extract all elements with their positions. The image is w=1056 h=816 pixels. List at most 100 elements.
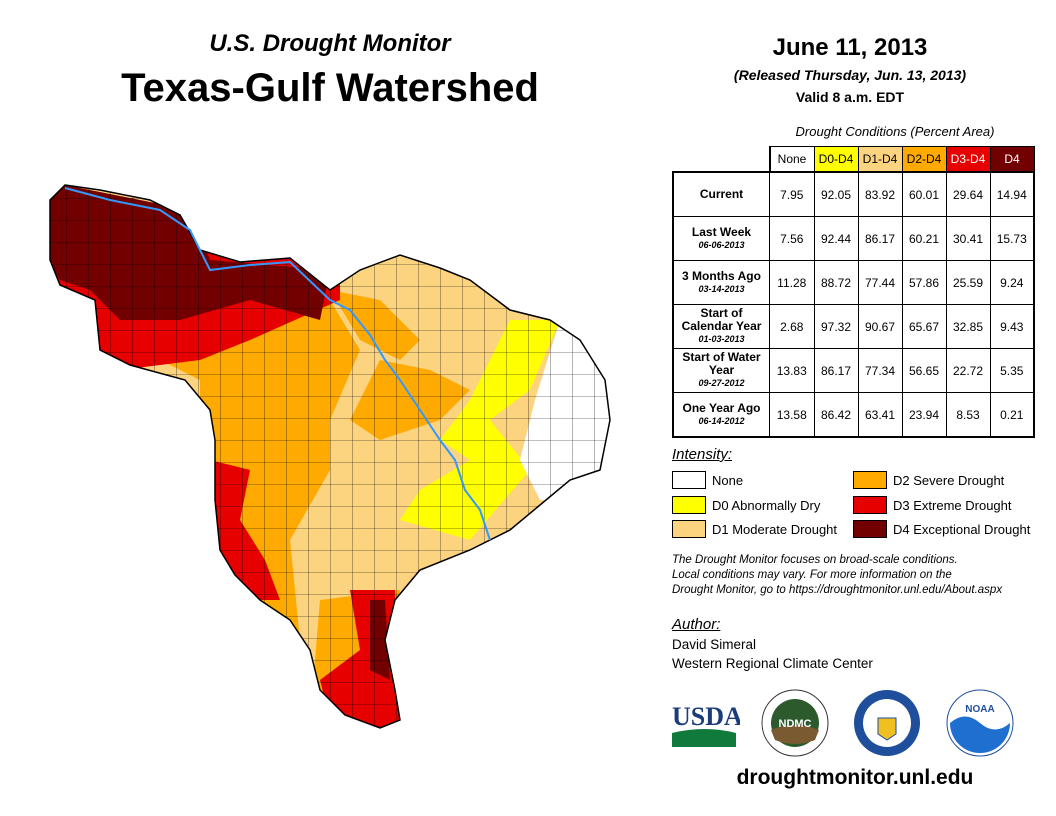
legend-label: None	[712, 472, 744, 488]
disclaimer-note: The Drought Monitor focuses on broad-sca…	[672, 553, 1052, 598]
table-row: Last Week 06-06-2013 7.56 92.44 86.17 60.21 30…	[672, 216, 1035, 261]
col-d1-d4: D1-D4	[857, 146, 903, 173]
website-link[interactable]: droughtmonitor.unl.edu	[736, 766, 974, 789]
row-label-text: Start of Calendar Year	[681, 306, 762, 333]
table-cell: 22.72	[945, 348, 991, 393]
table-cell: 7.95	[769, 171, 815, 217]
row-date: 09-27-2012	[698, 378, 745, 388]
note-line[interactable]: Drought Monitor, go to https://droughtmo…	[672, 584, 1003, 596]
col-d0-d4: D0-D4	[813, 146, 859, 173]
table-cell: 77.34	[857, 348, 903, 393]
table-cell: 86.17	[813, 348, 859, 393]
row-label: One Year Ago 06-14-2012	[672, 392, 770, 438]
table-cell: 65.67	[901, 304, 947, 349]
row-label: Current	[672, 171, 770, 217]
row-label-text: Last Week	[691, 224, 752, 239]
table-cell: 14.94	[989, 171, 1035, 217]
row-label: Start of Calendar Year 01-03-2013	[672, 304, 770, 349]
row-label-text: Start of Water Year	[682, 350, 761, 377]
legend-item-none: None	[672, 471, 743, 489]
col-d4: D4	[989, 146, 1035, 173]
drought-map	[49, 184, 611, 729]
legend-swatch	[853, 520, 887, 538]
legend-swatch	[853, 471, 887, 489]
row-date: 06-14-2012	[698, 415, 745, 426]
row-label: Start of Water Year 09-27-2012	[672, 348, 770, 393]
legend-swatch	[672, 496, 706, 514]
col-d2-d4: D2-D4	[901, 146, 947, 173]
legend-item-d2: D2 Severe Drought	[853, 471, 1004, 489]
drought-conditions-table: None D0-D4 D1-D4 D2-D4 D3-D4 D4 Current 7…	[672, 146, 1035, 438]
legend-label: D4 Exceptional Drought	[893, 521, 1031, 537]
author-name: David Simeral	[672, 637, 757, 652]
river-line	[64, 187, 491, 541]
row-label-text: One Year Ago	[682, 400, 761, 415]
table-cell: 13.58	[769, 392, 815, 438]
table-cell: 63.41	[857, 392, 903, 438]
table-cell: 86.42	[813, 392, 859, 438]
table-cell: 7.56	[769, 216, 815, 261]
legend-item-d0: D0 Abnormally Dry	[672, 496, 820, 514]
legend-label: D3 Extreme Drought	[893, 497, 1012, 513]
table-cell: 9.24	[989, 260, 1035, 305]
row-date: 01-03-2013	[698, 334, 745, 344]
table-row: Start of Water Year 09-27-2012 13.83 86.17 7…	[672, 348, 1035, 393]
valid-time: Valid 8 a.m. EDT	[795, 89, 905, 105]
table-cell: 97.32	[813, 304, 859, 349]
table-cell: 57.86	[901, 260, 947, 305]
table-cell: 0.21	[989, 392, 1035, 438]
table-cell: 5.35	[989, 348, 1035, 393]
table-cell: 56.65	[901, 348, 947, 393]
table-cell: 60.01	[901, 171, 947, 217]
note-line: The Drought Monitor focuses on broad-sca…	[672, 554, 958, 566]
subtitle: U.S. Drought Monitor	[209, 30, 451, 57]
row-label-text: 3 Months Ago	[682, 268, 761, 283]
table-cell: 77.44	[857, 260, 903, 305]
table-cell: 2.68	[769, 304, 815, 349]
table-row: One Year Ago 06-14-2012 13.58 86.42 63.41 23.…	[672, 392, 1035, 438]
row-label-text: Current	[699, 187, 744, 201]
svg-text:NDMC: NDMC	[779, 718, 812, 730]
author-header: Author:	[672, 616, 721, 633]
table-cell: 15.73	[989, 216, 1035, 261]
table-cell: 25.59	[945, 260, 991, 305]
table-cell: 30.41	[945, 216, 991, 261]
table-cell: 9.43	[989, 304, 1035, 349]
ndmc-logo: NDMC	[761, 689, 829, 757]
table-cell: 83.92	[857, 171, 903, 217]
svg-text:USDA: USDA	[672, 702, 740, 731]
table-cell: 88.72	[813, 260, 859, 305]
col-d3-d4: D3-D4	[945, 146, 991, 173]
legend-item-d1: D1 Moderate Drought	[672, 520, 837, 538]
table-cell: 32.85	[945, 304, 991, 349]
row-date: 06-06-2013	[698, 239, 745, 250]
legend-swatch	[853, 496, 887, 514]
col-none: None	[769, 146, 815, 173]
table-row: Start of Calendar Year 01-03-2013 2.68 97.3…	[672, 304, 1035, 349]
legend-title: Intensity:	[672, 446, 733, 463]
legend-label: D2 Severe Drought	[893, 472, 1005, 488]
row-label: Last Week 06-06-2013	[672, 216, 770, 261]
legend-label: D0 Abnormally Dry	[712, 497, 821, 513]
table-cell: 11.28	[769, 260, 815, 305]
table-row: 3 Months Ago 03-14-2013 11.28 88.72 77.44 57.…	[672, 260, 1035, 305]
release-date: (Released Thursday, Jun. 13, 2013)	[733, 67, 967, 83]
commerce-logo	[854, 690, 920, 756]
note-line: Local conditions may vary. For more info…	[672, 569, 952, 581]
table-caption: Drought Conditions (Percent Area)	[795, 124, 995, 139]
map-title: Texas-Gulf Watershed	[121, 66, 539, 110]
table-cell: 8.53	[945, 392, 991, 438]
table-cell: 60.21	[901, 216, 947, 261]
map-date: June 11, 2013	[772, 34, 928, 61]
svg-text:NOAA: NOAA	[965, 704, 994, 715]
legend-swatch	[672, 471, 706, 489]
table-cell: 90.67	[857, 304, 903, 349]
usda-logo: USDA	[672, 702, 740, 747]
table-row: Current 7.95 92.05 83.92 60.01 29.64 14.94	[672, 171, 1035, 217]
table-cell: 86.17	[857, 216, 903, 261]
legend-label: D1 Moderate Drought	[712, 521, 838, 537]
author-org: Western Regional Climate Center	[672, 656, 873, 671]
legend-item-d4: D4 Exceptional Drought	[853, 520, 1030, 538]
row-date: 03-14-2013	[698, 283, 745, 294]
